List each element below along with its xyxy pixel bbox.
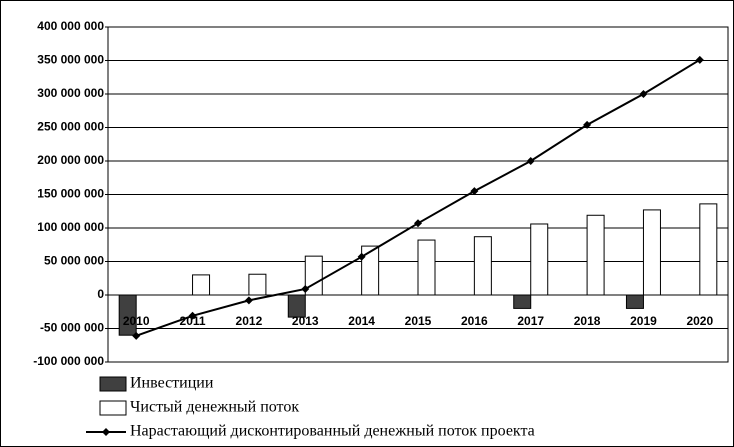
bar <box>530 223 549 296</box>
bar <box>248 273 267 296</box>
bar <box>118 294 137 336</box>
y-tick-label: -50 000 000 <box>40 321 104 335</box>
legend-label: Инвестиции <box>130 375 214 392</box>
legend-label: Нарастающий дисконтированный денежный по… <box>130 423 535 440</box>
line-marker <box>414 219 422 228</box>
bar <box>417 239 436 296</box>
bar <box>625 294 644 309</box>
bar <box>192 274 211 296</box>
y-tick-label: 150 000 000 <box>37 187 104 201</box>
x-tick-label: 2015 <box>405 314 432 328</box>
line-marker <box>583 120 592 129</box>
bar <box>586 214 605 296</box>
line-marker <box>301 284 310 293</box>
x-tick-label: 2014 <box>348 314 375 328</box>
line-marker <box>188 311 197 320</box>
x-tick-label: 2012 <box>236 314 263 328</box>
y-tick-label: 300 000 000 <box>37 86 104 100</box>
x-tick-label: 2020 <box>686 314 713 328</box>
legend-label: Чистый денежный поток <box>130 399 299 416</box>
line-marker <box>639 90 648 98</box>
plot-frame <box>107 26 729 363</box>
x-tick-label: 2018 <box>574 314 601 328</box>
line-marker <box>695 55 704 64</box>
bar <box>287 294 306 318</box>
bar <box>304 255 323 296</box>
y-tick-label: 200 000 000 <box>37 153 104 167</box>
line-marker <box>526 157 535 165</box>
line-marker <box>244 296 253 305</box>
bar <box>361 245 380 296</box>
x-tick-label: 2010 <box>123 314 150 328</box>
y-tick-label: 100 000 000 <box>37 220 104 234</box>
bar <box>473 236 492 296</box>
y-tick-label: 350 000 000 <box>37 53 104 67</box>
legend-swatch <box>99 400 127 416</box>
y-tick-label: 50 000 000 <box>44 254 104 268</box>
legend-swatch <box>99 376 127 392</box>
line-marker <box>470 187 479 196</box>
legend-marker <box>102 428 110 436</box>
x-tick-label: 2011 <box>180 314 206 328</box>
bar <box>513 294 532 309</box>
y-tick-label: 400 000 000 <box>37 19 104 33</box>
x-tick-label: 2019 <box>630 314 657 328</box>
y-tick-label: -100 000 000 <box>33 354 104 368</box>
x-tick-label: 2013 <box>292 314 319 328</box>
line-marker <box>132 331 141 340</box>
x-tick-label: 2016 <box>461 314 488 328</box>
line-marker <box>357 252 366 261</box>
x-tick-label: 2017 <box>517 314 544 328</box>
bar <box>642 209 661 296</box>
y-tick-label: 0 <box>97 287 104 301</box>
y-tick-label: 250 000 000 <box>37 120 104 134</box>
bar <box>699 203 718 296</box>
